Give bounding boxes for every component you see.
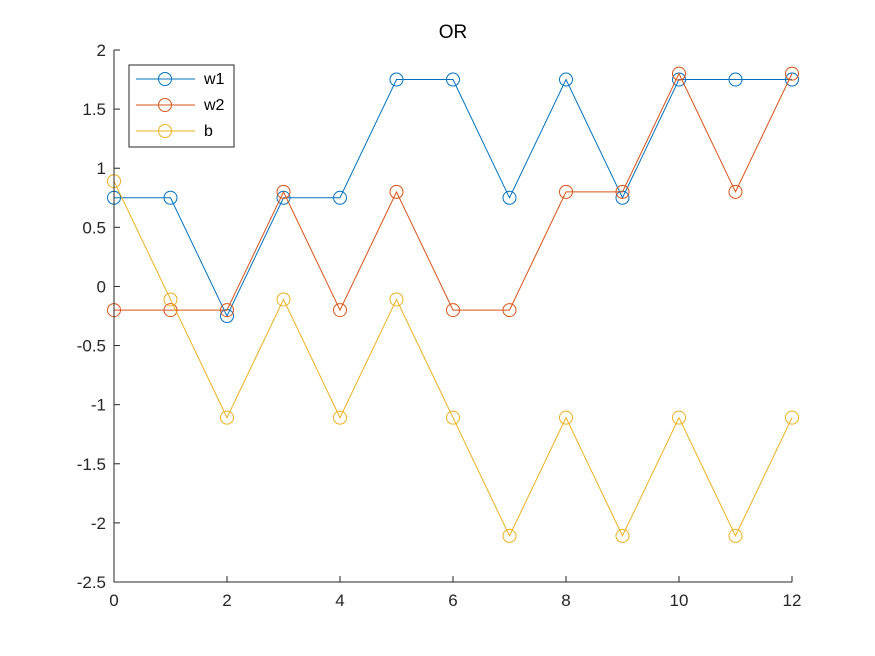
legend-item-w2: w2 — [136, 97, 225, 114]
data-point-w2 — [163, 303, 178, 318]
legend-item-w1: w1 — [136, 71, 225, 88]
x-tick-label: 8 — [561, 591, 570, 610]
x-tick-label: 10 — [670, 591, 689, 610]
data-point-b — [446, 410, 460, 425]
legend-marker — [158, 72, 172, 86]
y-tick-label: 0 — [97, 277, 106, 296]
data-point-b — [502, 528, 517, 543]
legend-marker — [158, 98, 172, 112]
data-point-b — [615, 528, 630, 543]
y-axis-ticks: 2 1.5 1 0.5 0 -0.5 -1 -1.5 -2 -2.5 — [77, 41, 120, 592]
data-point-b — [276, 292, 291, 307]
y-tick-label: -2.5 — [77, 573, 106, 592]
data-point-w1 — [446, 72, 460, 87]
data-point-w2 — [333, 303, 347, 318]
x-tick-label: 12 — [783, 591, 802, 610]
data-point-w2 — [389, 184, 404, 199]
data-point-w2 — [728, 184, 743, 199]
series-layer — [107, 66, 799, 543]
x-axis-ticks: 0 2 4 6 8 10 12 — [109, 576, 801, 610]
y-tick-label: 1 — [97, 159, 106, 178]
y-tick-label: -1 — [91, 396, 106, 415]
y-tick-label: 0.5 — [82, 218, 106, 237]
data-point-w2 — [785, 66, 799, 81]
series-line-b — [113, 181, 793, 538]
data-point-w1 — [163, 190, 178, 205]
legend-label: b — [204, 123, 213, 140]
legend-item-b: b — [136, 123, 213, 140]
legend-label: w2 — [203, 97, 225, 114]
data-point-b — [559, 410, 573, 425]
x-tick-label: 2 — [222, 591, 231, 610]
data-point-b — [333, 410, 347, 425]
data-point-b — [163, 292, 178, 307]
data-point-w2 — [559, 184, 573, 199]
legend-marker — [158, 124, 172, 138]
series-w2 — [107, 66, 799, 318]
series-b — [107, 174, 799, 543]
data-point-w1 — [502, 190, 517, 205]
data-point-b — [728, 528, 743, 543]
x-tick-label: 6 — [448, 591, 457, 610]
data-point-w2 — [672, 66, 686, 81]
series-line-w1 — [114, 78, 792, 318]
data-point-b — [785, 410, 799, 425]
axes-lines — [113, 50, 792, 583]
data-point-b — [672, 410, 686, 425]
chart-title: OR — [439, 22, 468, 43]
data-point-w2 — [220, 303, 234, 318]
data-point-w2 — [502, 303, 517, 318]
data-point-w2 — [276, 184, 291, 199]
y-tick-label: -2 — [91, 514, 106, 533]
series-line-w2 — [114, 72, 793, 312]
legend-label: w1 — [203, 71, 225, 88]
data-point-w1 — [728, 72, 743, 87]
x-tick-label: 0 — [109, 591, 118, 610]
data-point-b — [220, 410, 234, 425]
data-point-b — [389, 292, 404, 307]
y-tick-label: 2 — [97, 41, 106, 60]
data-point-w1 — [559, 72, 573, 87]
y-tick-label: -1.5 — [77, 455, 106, 474]
legend: w1 w2 b — [128, 64, 235, 148]
y-tick-label: -0.5 — [77, 337, 106, 356]
data-point-w1 — [785, 72, 799, 87]
data-point-w2 — [615, 184, 630, 199]
x-tick-label: 4 — [335, 591, 344, 610]
y-tick-label: 1.5 — [82, 100, 106, 119]
data-point-w2 — [446, 303, 460, 318]
data-point-w1 — [333, 190, 347, 205]
series-w1 — [107, 72, 799, 323]
data-point-w1 — [389, 72, 404, 87]
